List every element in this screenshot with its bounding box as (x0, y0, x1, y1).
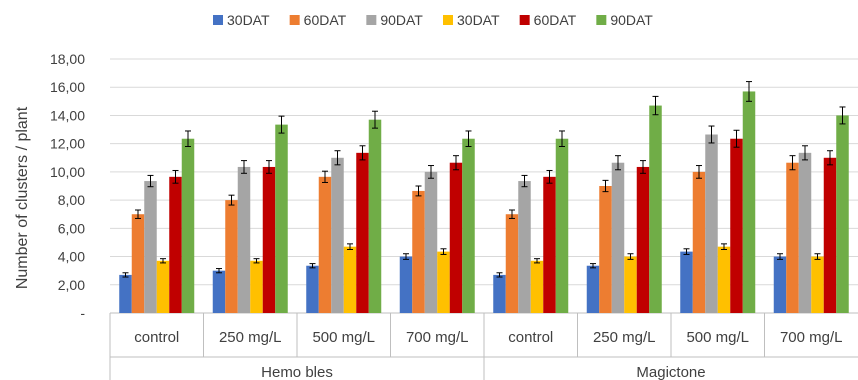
bar (225, 200, 238, 313)
x-group-label: Magictone (636, 364, 705, 380)
bar (742, 91, 756, 313)
legend-swatch (519, 15, 530, 25)
bar (306, 265, 319, 313)
bar (611, 162, 625, 313)
x-category-label: 700 mg/L (780, 329, 843, 346)
legend-swatch (289, 15, 300, 25)
x-category-label: control (134, 329, 179, 346)
bar (636, 166, 650, 313)
x-category-label: 700 mg/L (406, 329, 469, 346)
bar (530, 260, 544, 313)
legend-label: 90DAT (610, 12, 653, 28)
bars (119, 91, 849, 313)
bar (156, 260, 170, 313)
bar (555, 138, 569, 313)
bar (505, 214, 519, 313)
bar (717, 246, 731, 313)
bar (356, 152, 369, 313)
bar (437, 251, 450, 313)
bar (773, 256, 787, 313)
bar (518, 181, 531, 313)
y-tick-label: - (80, 305, 85, 321)
bar (599, 186, 612, 313)
bar (250, 260, 263, 313)
y-tick-label: 12,00 (50, 136, 85, 152)
bar (399, 256, 413, 313)
y-tick-label: 18,00 (50, 51, 85, 67)
y-axis-label: Number of clusters / plant (14, 106, 31, 289)
y-tick-label: 14,00 (50, 107, 85, 123)
bar (624, 256, 637, 313)
legend-swatch (366, 15, 377, 25)
bar (368, 119, 382, 313)
y-tick-label: 6,00 (58, 220, 85, 236)
x-group-label: Hemo bles (261, 364, 333, 380)
x-category-label: 250 mg/L (219, 329, 282, 346)
bar (424, 171, 438, 313)
legend-swatch (443, 15, 453, 25)
bar (331, 157, 344, 313)
bar (181, 138, 195, 313)
bar (836, 115, 849, 313)
bar (543, 176, 556, 313)
bar (730, 138, 743, 313)
bar (275, 124, 288, 313)
bar (649, 105, 662, 313)
legend-label: 60DAT (304, 12, 347, 28)
bar (586, 265, 600, 313)
bar (412, 190, 425, 313)
y-axis-ticks: - 2,00 4,00 6,00 8,00 10,00 12,00 14,00 16,00 18,… (50, 51, 85, 321)
legend: 30DAT 60DAT 90DAT 30DAT 60DAT 90DAT (213, 12, 653, 28)
bar (343, 246, 357, 313)
bar (237, 166, 251, 313)
bar (119, 274, 132, 313)
bar (262, 166, 276, 313)
bar (493, 274, 506, 313)
y-tick-label: 2,00 (58, 277, 85, 293)
bar (786, 162, 799, 313)
x-category-label: 250 mg/L (593, 329, 656, 346)
bar (318, 176, 332, 313)
bar (798, 152, 812, 313)
legend-swatch (596, 15, 607, 25)
error-bars (122, 81, 846, 278)
y-tick-label: 16,00 (50, 79, 85, 95)
x-category-label: control (508, 329, 553, 346)
legend-label: 30DAT (227, 12, 270, 28)
bar (705, 134, 718, 313)
bar (144, 181, 157, 313)
legend-label: 60DAT (534, 12, 577, 28)
y-tick-label: 8,00 (58, 192, 85, 208)
bar (811, 256, 824, 313)
bar (169, 176, 182, 313)
bar (692, 171, 706, 313)
bar (680, 251, 693, 313)
bar (823, 157, 837, 313)
x-category-label: 500 mg/L (686, 329, 749, 346)
bar (212, 270, 226, 313)
bar (131, 214, 145, 313)
y-tick-label: 4,00 (58, 249, 85, 265)
y-tick-label: 10,00 (50, 164, 85, 180)
legend-label: 90DAT (380, 12, 423, 28)
bar (449, 162, 463, 313)
legend-swatch (213, 15, 223, 25)
legend-label: 30DAT (457, 12, 500, 28)
x-axis: control 250 mg/L 500 mg/L 700 mg/L control 25… (109, 313, 858, 380)
x-category-label: 500 mg/L (312, 329, 375, 346)
bar (462, 138, 475, 313)
